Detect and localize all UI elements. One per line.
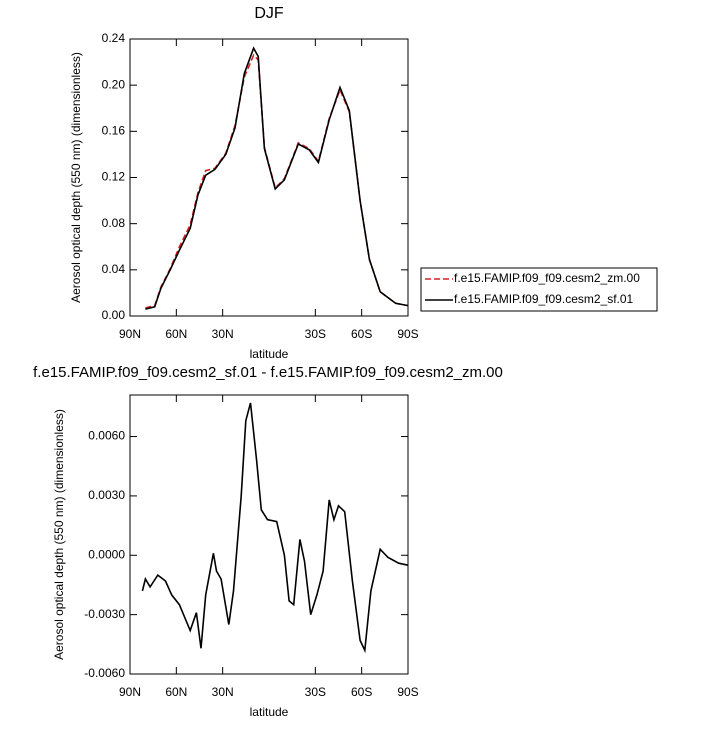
y-tick-label: 0.00 — [102, 308, 126, 322]
x-axis-label: latitude — [250, 347, 289, 361]
y-tick-label: 0.0030 — [88, 488, 125, 502]
x-tick-label: 60N — [165, 685, 187, 699]
y-tick-label: -0.0060 — [84, 666, 125, 680]
x-tick-label: 90S — [397, 327, 418, 341]
data-line — [145, 46, 409, 310]
x-tick-label: 60N — [165, 327, 187, 341]
plot-frame — [129, 38, 409, 317]
y-tick-label: 0.20 — [102, 77, 126, 91]
legend-box — [420, 267, 658, 312]
data-line — [145, 53, 409, 309]
x-tick-label: 90N — [119, 685, 141, 699]
plot-frame — [129, 394, 409, 675]
x-tick-label: 90S — [397, 685, 418, 699]
x-tick-label: 30N — [212, 327, 234, 341]
chart-title: f.e15.FAMIP.f09_f09.cesm2_sf.01 - f.e15.… — [33, 364, 503, 381]
y-tick-label: 0.16 — [102, 124, 126, 138]
y-tick-label: -0.0030 — [84, 607, 125, 621]
x-tick-label: 30N — [212, 685, 234, 699]
x-tick-label: 30S — [305, 685, 326, 699]
data-line — [141, 402, 409, 654]
x-tick-label: 90N — [119, 327, 141, 341]
y-axis-label: Aerosol optical depth (550 nm) (dimensio… — [69, 52, 83, 303]
x-tick-label: 60S — [351, 685, 372, 699]
x-tick-label: 30S — [305, 327, 326, 341]
y-tick-label: 0.0000 — [88, 547, 125, 561]
chart-title: DJF — [254, 5, 284, 22]
y-tick-label: 0.0060 — [88, 429, 125, 443]
x-tick-label: 60S — [351, 327, 372, 341]
y-axis-label: Aerosol optical depth (550 nm) (dimensio… — [52, 409, 66, 660]
y-tick-label: 0.08 — [102, 216, 126, 230]
legend-label: f.e15.FAMIP.f09_f09.cesm2_sf.01 — [454, 292, 634, 306]
x-axis-label: latitude — [250, 705, 289, 719]
y-tick-label: 0.12 — [102, 170, 126, 184]
y-tick-label: 0.24 — [102, 31, 126, 45]
legend-label: f.e15.FAMIP.f09_f09.cesm2_zm.00 — [454, 271, 640, 285]
y-tick-label: 0.04 — [102, 262, 126, 276]
